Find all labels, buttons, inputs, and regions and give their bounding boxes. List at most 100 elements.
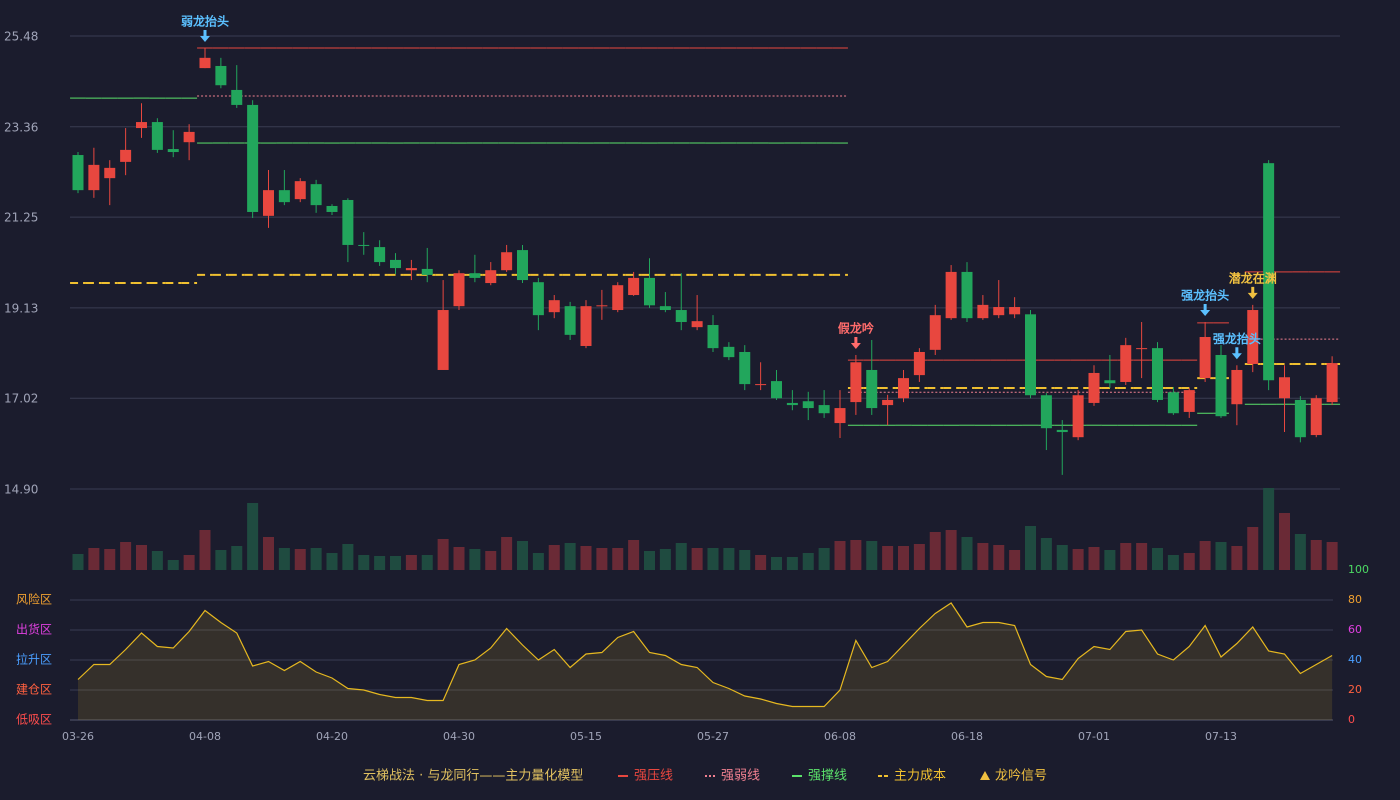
candle-body [913, 351, 925, 376]
candle-body [1326, 363, 1338, 403]
zone-label: 低吸区 [16, 713, 52, 727]
candle-body [1088, 372, 1100, 403]
volume-bar [771, 557, 782, 570]
candle-body [1279, 377, 1290, 399]
candle-body [866, 369, 878, 409]
volume-bar [786, 557, 798, 570]
volume-bar [136, 545, 147, 570]
signal-label: 假龙吟 [838, 320, 874, 335]
candle-body [294, 181, 306, 200]
candle-body [390, 259, 401, 269]
volume-bar [580, 546, 592, 570]
candle-body [707, 325, 719, 349]
candle-body [548, 300, 560, 313]
volume-bar [183, 555, 195, 570]
volume-bar [501, 537, 513, 570]
candle-body [1152, 348, 1163, 400]
candle-body [596, 305, 608, 307]
candle-body [1120, 345, 1132, 382]
candle-body [739, 351, 751, 385]
candle-body [1231, 369, 1243, 405]
candle-body [580, 306, 592, 346]
x-tick-label: 04-20 [316, 730, 348, 743]
candle-body [263, 190, 274, 216]
candle-body [945, 271, 957, 319]
candle-body [374, 247, 386, 263]
candle-body [612, 285, 624, 311]
volume-bar [977, 543, 989, 570]
candle-body [993, 307, 1005, 316]
legend-label: 强弱线 [721, 769, 760, 784]
volume-bar [263, 537, 274, 570]
oscillator-line [77, 602, 1333, 708]
y-tick-label: 17.02 [4, 392, 38, 406]
volume-bar [453, 547, 465, 570]
candle-body [1056, 429, 1068, 433]
candle-body [1294, 399, 1306, 438]
volume-bar [374, 556, 386, 570]
volume-bar [485, 551, 497, 570]
candle-body [1040, 395, 1052, 429]
candle-body [247, 104, 259, 212]
volume-bar [390, 556, 401, 570]
candle-body [1072, 395, 1084, 438]
candle-body [564, 306, 576, 335]
legend-label: 强压线 [634, 769, 673, 784]
candle-body [659, 306, 671, 311]
volume-bar [532, 553, 544, 570]
volume-bar [1215, 542, 1227, 570]
volume-bar [120, 542, 132, 570]
candle-body [278, 190, 290, 203]
x-tick-label: 07-13 [1205, 730, 1237, 743]
legend-label: 强撑线 [808, 769, 847, 784]
volume-bar [659, 549, 671, 570]
oscillator-area [78, 603, 1333, 720]
candle-body [723, 346, 735, 358]
candle-body [517, 250, 528, 281]
x-tick-label: 03-26 [62, 730, 94, 743]
candle-body [786, 402, 798, 406]
signal-arrow [850, 336, 861, 349]
volume-bar [1152, 548, 1163, 570]
volume-bar [548, 545, 560, 570]
volume-bar [88, 548, 100, 570]
volume-bar [278, 548, 290, 570]
signal-arrow [1231, 347, 1242, 360]
signal-arrow [1200, 304, 1211, 317]
candle-body [167, 149, 179, 153]
y2-tick-label: 40 [1348, 653, 1362, 666]
candle-body [136, 122, 147, 129]
volume-bar [421, 555, 433, 570]
volume-bar [644, 551, 655, 570]
signal-label: 弱龙抬头 [181, 13, 229, 28]
volume-bar [72, 554, 84, 570]
candle-body [691, 321, 703, 328]
y2-tick-label: 100 [1348, 563, 1369, 576]
volume-bar [342, 544, 354, 570]
signal-label: 潜龙在渊 [1229, 270, 1277, 285]
candle-body [1199, 337, 1211, 379]
volume-bar [294, 549, 306, 570]
volume-bar [231, 546, 243, 570]
candle-body [1215, 354, 1227, 417]
y-tick-label: 21.25 [4, 211, 38, 225]
legend-label: 龙吟信号 [995, 768, 1047, 784]
x-tick-label: 04-08 [189, 730, 221, 743]
volume-bar [866, 541, 878, 570]
volume-bar [199, 530, 211, 570]
volume-bar [1088, 547, 1100, 570]
candle-body [104, 167, 116, 179]
candle-body [485, 270, 497, 284]
volume-bar [247, 503, 259, 570]
volume-bar [961, 537, 973, 570]
y-tick-label: 14.90 [4, 483, 38, 497]
volume-bar [1247, 527, 1259, 570]
y2-tick-label: 60 [1348, 623, 1362, 636]
signal-label: 强龙抬头 [1213, 331, 1261, 346]
volume-bar [739, 550, 751, 570]
candle-body [501, 252, 513, 271]
y-tick-label: 19.13 [4, 301, 38, 315]
volume-bar [945, 530, 957, 570]
